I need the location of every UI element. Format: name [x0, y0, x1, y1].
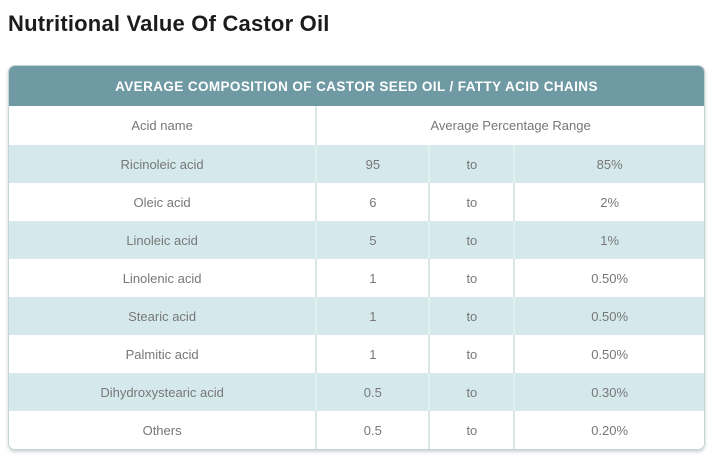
range-max-cell: 85%: [513, 145, 704, 183]
acid-name-cell: Linoleic acid: [9, 221, 317, 259]
range-min-cell: 0.5: [315, 373, 430, 411]
range-max-cell: 0.50%: [513, 259, 704, 297]
acid-name-cell: Dihydroxystearic acid: [9, 373, 317, 411]
range-min-cell: 95: [315, 145, 430, 183]
table-row: Linolenic acid 1 to 0.50%: [9, 259, 704, 297]
table-row: Stearic acid 1 to 0.50%: [9, 297, 704, 335]
table-body: Ricinoleic acid 95 to 85% Oleic acid 6 to 2% Lin…: [9, 145, 704, 449]
range-min-cell: 0.5: [315, 411, 430, 449]
range-max-cell: 0.50%: [513, 335, 704, 373]
range-max-cell: 0.50%: [513, 297, 704, 335]
range-min-cell: 5: [315, 221, 430, 259]
percentage-range-column-header: Average Percentage Range: [315, 106, 704, 145]
range-to-cell: to: [428, 145, 515, 183]
range-to-cell: to: [428, 221, 515, 259]
range-max-cell: 2%: [513, 183, 704, 221]
range-min-cell: 6: [315, 183, 430, 221]
range-max-cell: 0.20%: [513, 411, 704, 449]
range-to-cell: to: [428, 297, 515, 335]
range-max-cell: 0.30%: [513, 373, 704, 411]
table-row: Palmitic acid 1 to 0.50%: [9, 335, 704, 373]
page-title: Nutritional Value Of Castor Oil: [8, 11, 330, 36]
range-to-cell: to: [428, 259, 515, 297]
table-band-title: AVERAGE COMPOSITION OF CASTOR SEED OIL /…: [9, 66, 704, 106]
acid-name-cell: Palmitic acid: [9, 335, 317, 373]
acid-name-cell: Ricinoleic acid: [9, 145, 317, 183]
table-row: Ricinoleic acid 95 to 85%: [9, 145, 704, 183]
table-row: Others 0.5 to 0.20%: [9, 411, 704, 449]
table-row: Oleic acid 6 to 2%: [9, 183, 704, 221]
acid-name-cell: Linolenic acid: [9, 259, 317, 297]
acid-name-cell: Oleic acid: [9, 183, 317, 221]
range-min-cell: 1: [315, 297, 430, 335]
range-min-cell: 1: [315, 335, 430, 373]
range-to-cell: to: [428, 335, 515, 373]
range-max-cell: 1%: [513, 221, 704, 259]
acid-name-column-header: Acid name: [9, 106, 317, 145]
column-header-row: Acid name Average Percentage Range: [9, 106, 704, 145]
table-header-band: AVERAGE COMPOSITION OF CASTOR SEED OIL /…: [9, 66, 704, 106]
table-row: Linoleic acid 5 to 1%: [9, 221, 704, 259]
range-to-cell: to: [428, 411, 515, 449]
composition-table: AVERAGE COMPOSITION OF CASTOR SEED OIL /…: [9, 66, 704, 449]
composition-table-container: AVERAGE COMPOSITION OF CASTOR SEED OIL /…: [8, 65, 705, 450]
acid-name-cell: Others: [9, 411, 317, 449]
range-to-cell: to: [428, 373, 515, 411]
range-min-cell: 1: [315, 259, 430, 297]
range-to-cell: to: [428, 183, 515, 221]
table-row: Dihydroxystearic acid 0.5 to 0.30%: [9, 373, 704, 411]
acid-name-cell: Stearic acid: [9, 297, 317, 335]
